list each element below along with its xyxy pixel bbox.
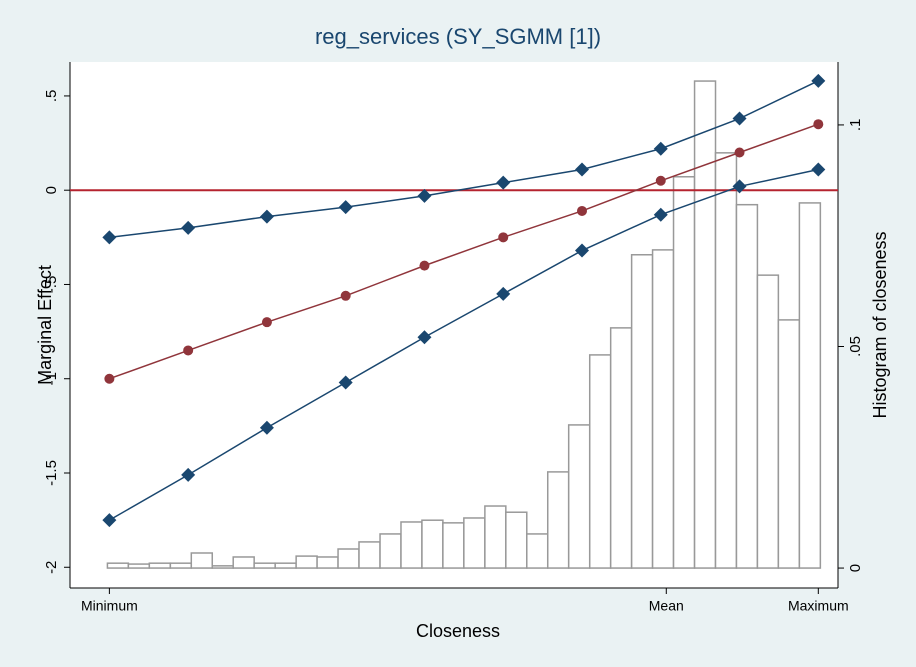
- marker: [655, 175, 666, 186]
- histogram-bar: [421, 519, 444, 569]
- x-tick-label: Minimum: [81, 598, 138, 614]
- histogram-bar: [274, 562, 297, 569]
- y2-tick-label: .1: [847, 119, 864, 132]
- histogram-bar: [253, 562, 276, 569]
- y-tick-label: .5: [43, 90, 60, 103]
- marker: [181, 467, 196, 482]
- histogram-bar: [295, 555, 318, 569]
- x-axis-title: Closeness: [416, 621, 500, 641]
- marker: [811, 73, 826, 88]
- marker: [577, 205, 587, 216]
- marker: [181, 220, 196, 235]
- marker: [259, 420, 274, 435]
- histogram-bar: [211, 565, 234, 569]
- histogram-bar: [777, 319, 801, 569]
- series-line: [109, 168, 819, 521]
- marker: [653, 141, 668, 156]
- marker: [340, 290, 351, 301]
- histogram-bar: [567, 424, 591, 569]
- histogram-bar: [756, 274, 780, 569]
- marker: [575, 162, 589, 177]
- histogram-bar: [630, 254, 654, 569]
- marker: [419, 260, 430, 271]
- histogram-bar: [442, 522, 465, 569]
- marker: [259, 209, 274, 224]
- marker: [496, 286, 511, 301]
- marker: [653, 207, 668, 222]
- marker: [338, 375, 353, 390]
- histogram-bar: [484, 505, 507, 569]
- series-line: [109, 123, 819, 380]
- y2-tick-label: 0: [847, 564, 864, 572]
- histogram-bar: [358, 541, 381, 569]
- histogram-bar: [798, 202, 822, 569]
- histogram-bar: [693, 80, 717, 569]
- y-tick-label: -1.5: [43, 460, 60, 486]
- y2-tick-label: .05: [847, 336, 864, 357]
- marker: [732, 179, 747, 194]
- marker: [813, 119, 824, 130]
- marker: [732, 111, 747, 126]
- histogram-bar: [505, 511, 528, 569]
- y-tick-label: 0: [43, 186, 60, 194]
- marker: [183, 345, 194, 356]
- y-axis-title: Marginal Effect: [35, 265, 55, 385]
- histogram-bar: [546, 471, 570, 569]
- x-tick-label: Maximum: [788, 598, 849, 614]
- histogram-bar: [735, 203, 759, 569]
- histogram-bar: [526, 533, 549, 569]
- marker: [811, 162, 826, 177]
- marker: [261, 317, 272, 328]
- chart-title: reg_services (SY_SGMM [1]): [315, 24, 601, 49]
- marker: [104, 373, 115, 384]
- y-tick-label: -1: [43, 372, 60, 385]
- histogram-bar: [127, 563, 151, 569]
- histogram-bar: [651, 249, 675, 569]
- histogram-bar: [232, 556, 255, 569]
- y-tick-label: -2: [43, 561, 60, 574]
- marker: [417, 330, 432, 345]
- histogram-bar: [148, 562, 172, 569]
- histogram-bar: [316, 556, 339, 569]
- y-tick-label: -.5: [43, 276, 60, 294]
- histogram-bar: [672, 176, 696, 569]
- histogram-bar: [169, 562, 193, 569]
- histogram-bar: [463, 517, 486, 569]
- marker: [338, 200, 353, 215]
- histogram-bar: [400, 521, 423, 569]
- marker: [498, 232, 509, 243]
- histogram-bar: [337, 548, 360, 569]
- x-tick-label: Mean: [649, 598, 684, 614]
- marker: [575, 243, 589, 258]
- y2-axis-title: Histogram of closeness: [870, 231, 890, 418]
- histogram-bar: [106, 562, 130, 569]
- histogram-bar: [588, 354, 612, 569]
- histogram-bar: [714, 152, 738, 569]
- histogram-bar: [190, 552, 214, 569]
- marker: [102, 513, 117, 528]
- marker: [417, 188, 432, 203]
- marker: [734, 147, 745, 158]
- histogram-bar: [379, 533, 402, 569]
- histogram-bar: [609, 327, 633, 569]
- series-line: [109, 80, 819, 239]
- marker: [102, 230, 117, 245]
- marker: [496, 175, 511, 190]
